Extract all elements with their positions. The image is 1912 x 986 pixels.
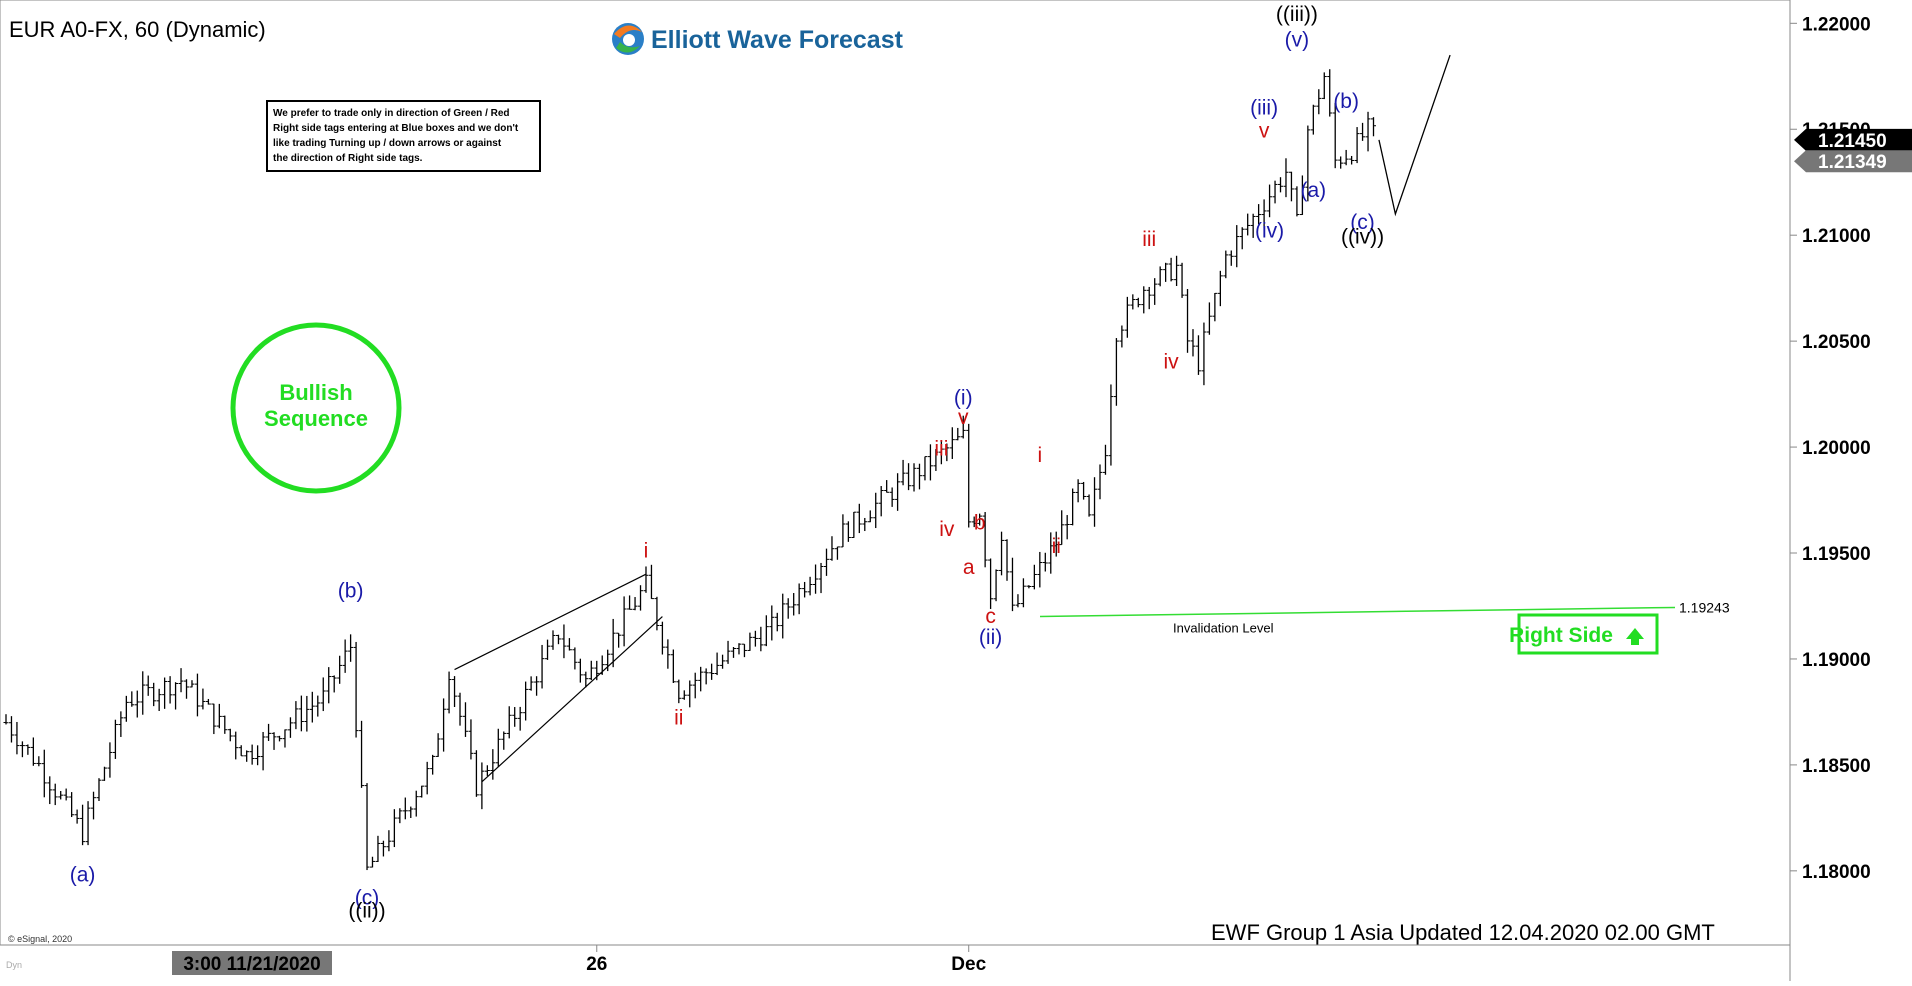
brand-logo-swirl-green xyxy=(616,42,640,53)
symbol-title: EUR A0-FX, 60 (Dynamic) xyxy=(9,17,266,42)
invalidation-level: Invalidation Level 1.19243 xyxy=(1039,599,1730,635)
wave-label: i xyxy=(1037,444,1042,467)
wave-label: (iii) xyxy=(1250,96,1278,119)
disclaimer-box: We prefer to trade only in direction of … xyxy=(266,100,541,172)
wave-label: (b) xyxy=(338,580,364,603)
wave-label: (a) xyxy=(1300,179,1326,202)
wave-label: ((iv)) xyxy=(1341,226,1384,249)
invalidation-text: Invalidation Level xyxy=(1173,620,1274,635)
wave-label: iii xyxy=(1142,228,1156,251)
prev-price: 1.21349 xyxy=(1818,152,1887,173)
bullish-sequence-badge: Bullish Sequence xyxy=(230,322,402,494)
disclaimer-line: We prefer to trade only in direction of … xyxy=(273,108,510,119)
wave-label: iii xyxy=(934,438,948,461)
wave-label: v xyxy=(958,406,969,429)
disclaimer-line: the direction of Right side tags. xyxy=(273,153,423,164)
corner-tag: Dyn xyxy=(6,960,22,970)
y-tick-label: 1.19000 xyxy=(1802,650,1871,671)
x-tick-label: 26 xyxy=(586,954,607,975)
wave-label: v xyxy=(1259,120,1270,143)
wedge-line xyxy=(481,616,663,783)
wave-label: a xyxy=(963,556,975,579)
disclaimer-line: Right side tags entering at Blue boxes a… xyxy=(273,123,519,134)
wave-label: (c) xyxy=(355,887,380,910)
prev-price-tag: 1.21349 xyxy=(1794,150,1912,173)
badge-line1: Bullish xyxy=(279,380,352,405)
invalidation-value: 1.19243 xyxy=(1679,599,1730,615)
brand-logo: Elliott Wave Forecast xyxy=(612,23,904,55)
y-axis: 1.220001.215001.210001.205001.200001.195… xyxy=(1790,14,1871,883)
last-price-tag: 1.21450 xyxy=(1794,128,1912,152)
wave-label: (b) xyxy=(1333,90,1359,113)
last-price: 1.21450 xyxy=(1818,131,1887,152)
wave-label: iv xyxy=(1164,351,1180,374)
price-bars xyxy=(3,69,1376,871)
x-axis: 3:00 11/21/2020 26 Dec xyxy=(172,945,987,975)
wave-label: c xyxy=(985,605,996,628)
invalidation-line xyxy=(1039,606,1676,618)
right-side-label: Right Side xyxy=(1509,624,1613,647)
disclaimer-line: like trading Turning up / down arrows or… xyxy=(273,138,502,149)
badge-line2: Sequence xyxy=(264,406,368,431)
wave-label: (i) xyxy=(954,387,973,410)
y-tick-label: 1.18500 xyxy=(1802,756,1871,777)
wave-label: (a) xyxy=(70,863,96,886)
wave-label: (ii) xyxy=(979,626,1002,649)
y-tick-label: 1.18000 xyxy=(1802,862,1871,883)
wave-label: b xyxy=(974,512,986,535)
wave-label: iv xyxy=(939,518,955,541)
y-tick-label: 1.21000 xyxy=(1802,226,1871,247)
wave-label: ((ii)) xyxy=(348,899,385,922)
right-side-tag: Right Side xyxy=(1509,613,1659,655)
up-arrow-icon xyxy=(1626,628,1644,645)
wave-label: (c) xyxy=(1350,211,1375,234)
y-tick-label: 1.19500 xyxy=(1802,544,1871,565)
y-tick-label: 1.20000 xyxy=(1802,438,1871,459)
brand-logo-swirl-orange xyxy=(614,25,642,38)
wave-label: ((iii)) xyxy=(1276,3,1318,26)
y-tick-label: 1.22000 xyxy=(1802,14,1871,35)
wave-label: ii xyxy=(1052,535,1061,558)
copyright: © eSignal, 2020 xyxy=(8,934,72,944)
wave-label: i xyxy=(644,539,649,562)
wave-label: ii xyxy=(674,707,683,730)
x-tick-label: Dec xyxy=(951,954,986,975)
wave-label: (v) xyxy=(1285,29,1310,52)
brand-name: Elliott Wave Forecast xyxy=(651,26,904,54)
x-tick-label: 3:00 11/21/2020 xyxy=(183,954,320,975)
overlay-lines xyxy=(454,54,1451,783)
update-footer: EWF Group 1 Asia Updated 12.04.2020 02.0… xyxy=(1211,920,1715,945)
projection-path xyxy=(1378,54,1451,217)
y-tick-label: 1.20500 xyxy=(1802,332,1871,353)
x-label-highlight xyxy=(172,951,332,975)
wedge-line xyxy=(454,573,647,671)
wave-label: (iv) xyxy=(1255,219,1284,242)
